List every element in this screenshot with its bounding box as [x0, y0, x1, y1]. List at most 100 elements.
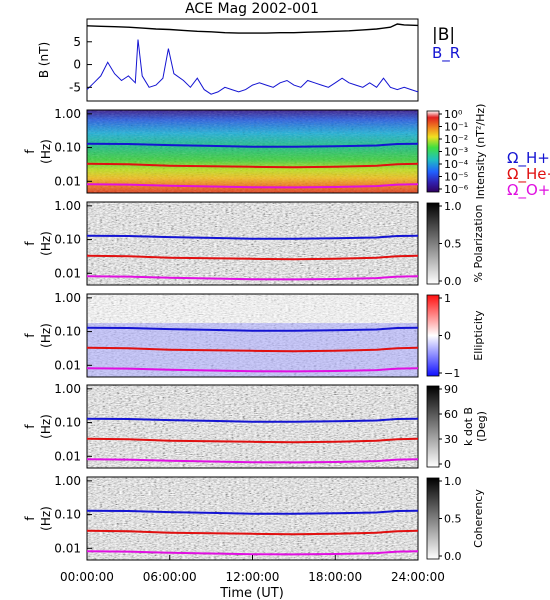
y-tick-label: 0 — [73, 58, 81, 72]
y-axis-label-unit: (Hz) — [39, 506, 53, 531]
panel-polarization: 1.00 0.10 0.01 f (Hz) 1.0 0.5 0.0 % Polarization — [23, 199, 485, 288]
x-tick-label: 06:00:00 — [143, 570, 197, 584]
legend-br: B_R — [432, 44, 460, 63]
panel-k-dot-b: 1.00 0.10 0.01 f (Hz) 90 60 30 0 k dot B (Deg) — [23, 382, 488, 471]
colorbar-tick-label: 1.0 — [444, 200, 462, 213]
colorbar-tick-label: 0.5 — [444, 238, 462, 251]
series-omega-he-line — [86, 346, 419, 353]
y-axis-label-f: f — [23, 149, 37, 154]
y-axis-label: B (nT) — [37, 42, 51, 78]
spectrogram-image — [87, 202, 418, 285]
colorbar-label: Ellipticity — [472, 310, 485, 361]
series-omega-he-line — [86, 437, 419, 444]
panel-frame — [86, 201, 419, 286]
series-omega-o-line — [86, 550, 419, 556]
legend-omega-he: Ω_He+ — [507, 165, 550, 184]
y-axis-label-f: f — [23, 241, 37, 246]
y-tick-label: 0.01 — [54, 541, 81, 555]
legend-omega-h: Ω_H+ — [507, 149, 550, 168]
x-axis: 00:00:00 06:00:00 12:00:00 18:00:00 24:00:00 — [60, 555, 445, 584]
y-tick-label: 1.00 — [54, 107, 81, 121]
series-omega-h-line — [86, 509, 419, 515]
y-tick-label: 0.10 — [54, 325, 81, 339]
legend-omega-o: Ω_O+ — [507, 181, 550, 200]
colorbar-tick-label: 1 — [444, 292, 451, 305]
x-tick-label: 12:00:00 — [226, 570, 280, 584]
legend-abs-b: |B| — [432, 25, 455, 45]
series-omega-h-line — [86, 417, 419, 423]
y-axis-label-unit: (Hz) — [39, 414, 53, 439]
y-axis-label-f: f — [23, 424, 37, 429]
y-axis-label-unit: (Hz) — [39, 139, 53, 164]
colorbar-tick-label: 1.0 — [444, 475, 462, 488]
panel-intensity: 1.00 0.10 0.01 f (Hz) 10⁰10⁻¹10⁻²10⁻³10⁻⁴10⁻⁵… — [23, 104, 550, 200]
panel-ellipticity: 1.00 0.10 0.01 f (Hz) 1 0 −1 Ellipticity — [23, 291, 485, 380]
y-tick-label: 0.01 — [54, 266, 81, 280]
x-tick-label: 18:00:00 — [308, 570, 362, 584]
series-omega-o-line — [86, 458, 419, 464]
colorbar-label-line2: (Deg) — [475, 411, 488, 442]
series-omega-h-line — [86, 326, 419, 332]
y-axis-label-unit: (Hz) — [39, 231, 53, 256]
spectrogram-image — [87, 294, 418, 377]
y-tick-label: 1.00 — [54, 474, 81, 488]
colorbar-tick-label: 30 — [444, 433, 458, 446]
series-omega-he-line — [86, 162, 419, 169]
colorbar-label: % Polarization — [472, 205, 485, 283]
colorbar — [426, 110, 440, 193]
x-tick-label: 00:00:00 — [60, 570, 114, 584]
series-omega-o-line — [86, 183, 419, 189]
chart-title: ACE Mag 2002-001 — [185, 1, 319, 17]
panel-coherency: 1.00 0.10 0.01 f (Hz) 1.0 0.5 0.0 Coherency — [23, 474, 485, 563]
spectrogram-image — [87, 477, 418, 560]
colorbar-tick-label: 60 — [444, 408, 458, 421]
colorbar-tick-label: 0 — [444, 330, 451, 343]
colorbar-tick-label: 10⁻⁵ — [444, 171, 468, 184]
spectrogram-image — [87, 385, 418, 468]
series-omega-o-line — [86, 275, 419, 281]
colorbar-tick-label: 0.0 — [444, 275, 462, 288]
series-abs-b-line — [86, 23, 419, 34]
y-axis-label-f: f — [23, 516, 37, 521]
colorbar-tick-label: 10⁻¹ — [444, 121, 468, 134]
colorbar-tick-label: 0.0 — [444, 550, 462, 563]
y-tick-label: 0.10 — [54, 508, 81, 522]
y-tick-label: 0.10 — [54, 141, 81, 155]
x-tick-label: 24:00:00 — [391, 570, 445, 584]
colorbar-tick-label: 10⁻³ — [444, 146, 468, 159]
colorbar-tick-label: 10⁻² — [444, 133, 468, 146]
y-tick-label: 0.01 — [54, 358, 81, 372]
spectrogram-texture — [87, 110, 418, 193]
y-axis-label-f: f — [23, 333, 37, 338]
panel-frame — [86, 384, 419, 469]
y-tick-label: 0.10 — [54, 233, 81, 247]
y-tick-label: 1.00 — [54, 199, 81, 213]
colorbar-label-line1: k dot B — [462, 407, 475, 446]
y-tick-label: 1.00 — [54, 291, 81, 305]
panel-magnetic-field: 5 0 -5 B (nT) |B|B_R — [37, 18, 460, 102]
colorbar-tick-label: 10⁰ — [444, 108, 463, 121]
x-axis-label: Time (UT) — [219, 586, 284, 600]
colorbar-label: Coherency — [472, 489, 485, 548]
y-tick-label: 0.01 — [54, 449, 81, 463]
colorbar — [426, 294, 440, 377]
series-omega-o-line — [86, 367, 419, 373]
panel-frame — [86, 293, 419, 378]
colorbar-tick-label: 90 — [444, 383, 458, 396]
y-tick-label: 5 — [73, 35, 81, 49]
colorbar — [426, 477, 440, 560]
colorbar-tick-label: 0 — [444, 458, 451, 471]
y-tick-label: 0.01 — [54, 174, 81, 188]
series-omega-he-line — [86, 529, 419, 536]
series-omega-h-line — [86, 234, 419, 240]
panel-frame — [86, 109, 419, 194]
y-axis-label-unit: (Hz) — [39, 323, 53, 348]
series-omega-h-line — [86, 142, 419, 148]
colorbar-label: Intensity (nT²/Hz) — [474, 104, 487, 200]
series-br-line — [86, 39, 419, 95]
y-tick-label: -5 — [69, 80, 81, 94]
panels: 50-5B (nT)|B|B_R1.000.100.01f (Hz)10⁰10⁻¹… — [23, 18, 550, 563]
colorbar — [426, 385, 440, 468]
colorbar-tick-label: 10⁻⁴ — [444, 158, 469, 171]
